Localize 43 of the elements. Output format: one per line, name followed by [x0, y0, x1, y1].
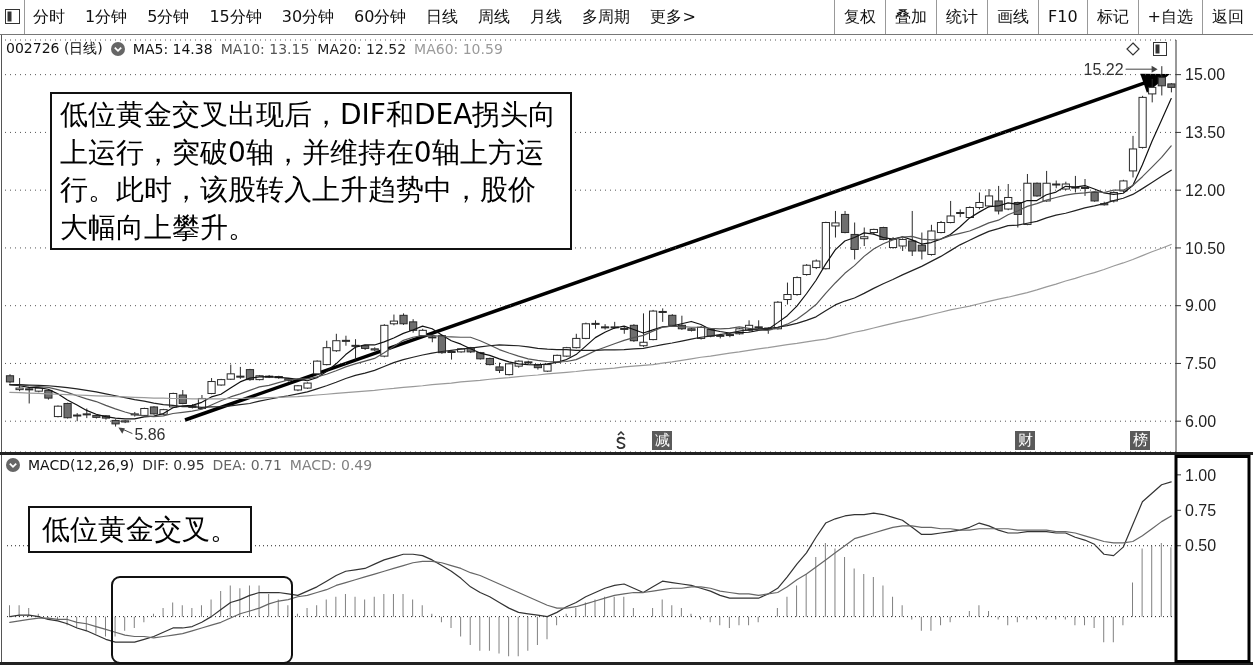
text: 15分钟 [209, 6, 262, 26]
chart-title: 002726 (日线) [6, 40, 103, 56]
text: MA5: 14.38 [132, 41, 213, 57]
text: 叠加 [895, 7, 928, 26]
text: 复权 [844, 7, 877, 26]
y-tick-label: 10.50 [1185, 239, 1226, 257]
chart-title: MACD(12,26,9) [28, 457, 135, 473]
y-tick-label: 0.50 [1185, 537, 1217, 555]
y-tick-label: 15.00 [1185, 66, 1226, 84]
y-tick-label: 0.75 [1185, 501, 1217, 519]
text: 统计 [946, 7, 979, 26]
text: 60分钟 [354, 6, 407, 26]
text: 标记 [1096, 7, 1129, 26]
text: MA10: 13.15 [220, 41, 310, 57]
annotation: 榜 [1132, 431, 1148, 449]
text: MA20: 12.52 [317, 41, 407, 57]
text: F10 [1048, 7, 1078, 26]
text: 月线 [530, 6, 563, 26]
text: +自选 [1147, 7, 1193, 26]
text: DEA: 0.71 [212, 457, 282, 473]
text: 5分钟 [147, 6, 190, 26]
text: 更多> [650, 6, 696, 26]
text: MA60: 10.59 [414, 41, 503, 57]
y-tick-label: 9.00 [1185, 297, 1217, 315]
annotation: 财 [1017, 431, 1033, 449]
y-tick-label: 1.00 [1185, 466, 1217, 484]
text: DIF: 0.95 [142, 457, 205, 473]
text: 30分钟 [281, 6, 335, 26]
annotation: 低位黄金交叉。 [42, 513, 238, 546]
text: 周线 [478, 6, 511, 26]
y-tick-label: 7.50 [1185, 355, 1217, 373]
text: 多周期 [582, 6, 631, 26]
text: 分时 [33, 6, 65, 26]
y-tick-label: 12.00 [1185, 181, 1226, 199]
text: MACD: 0.49 [289, 457, 373, 473]
text: 日线 [426, 6, 459, 26]
y-tick-label: 13.50 [1185, 124, 1226, 142]
text: 返回 [1212, 7, 1244, 26]
text: 画线 [997, 7, 1030, 26]
annotation: 5.86 [134, 425, 166, 443]
annotation: 减 [654, 431, 670, 449]
y-tick-label: 6.00 [1185, 412, 1217, 430]
text: 1分钟 [85, 6, 128, 26]
